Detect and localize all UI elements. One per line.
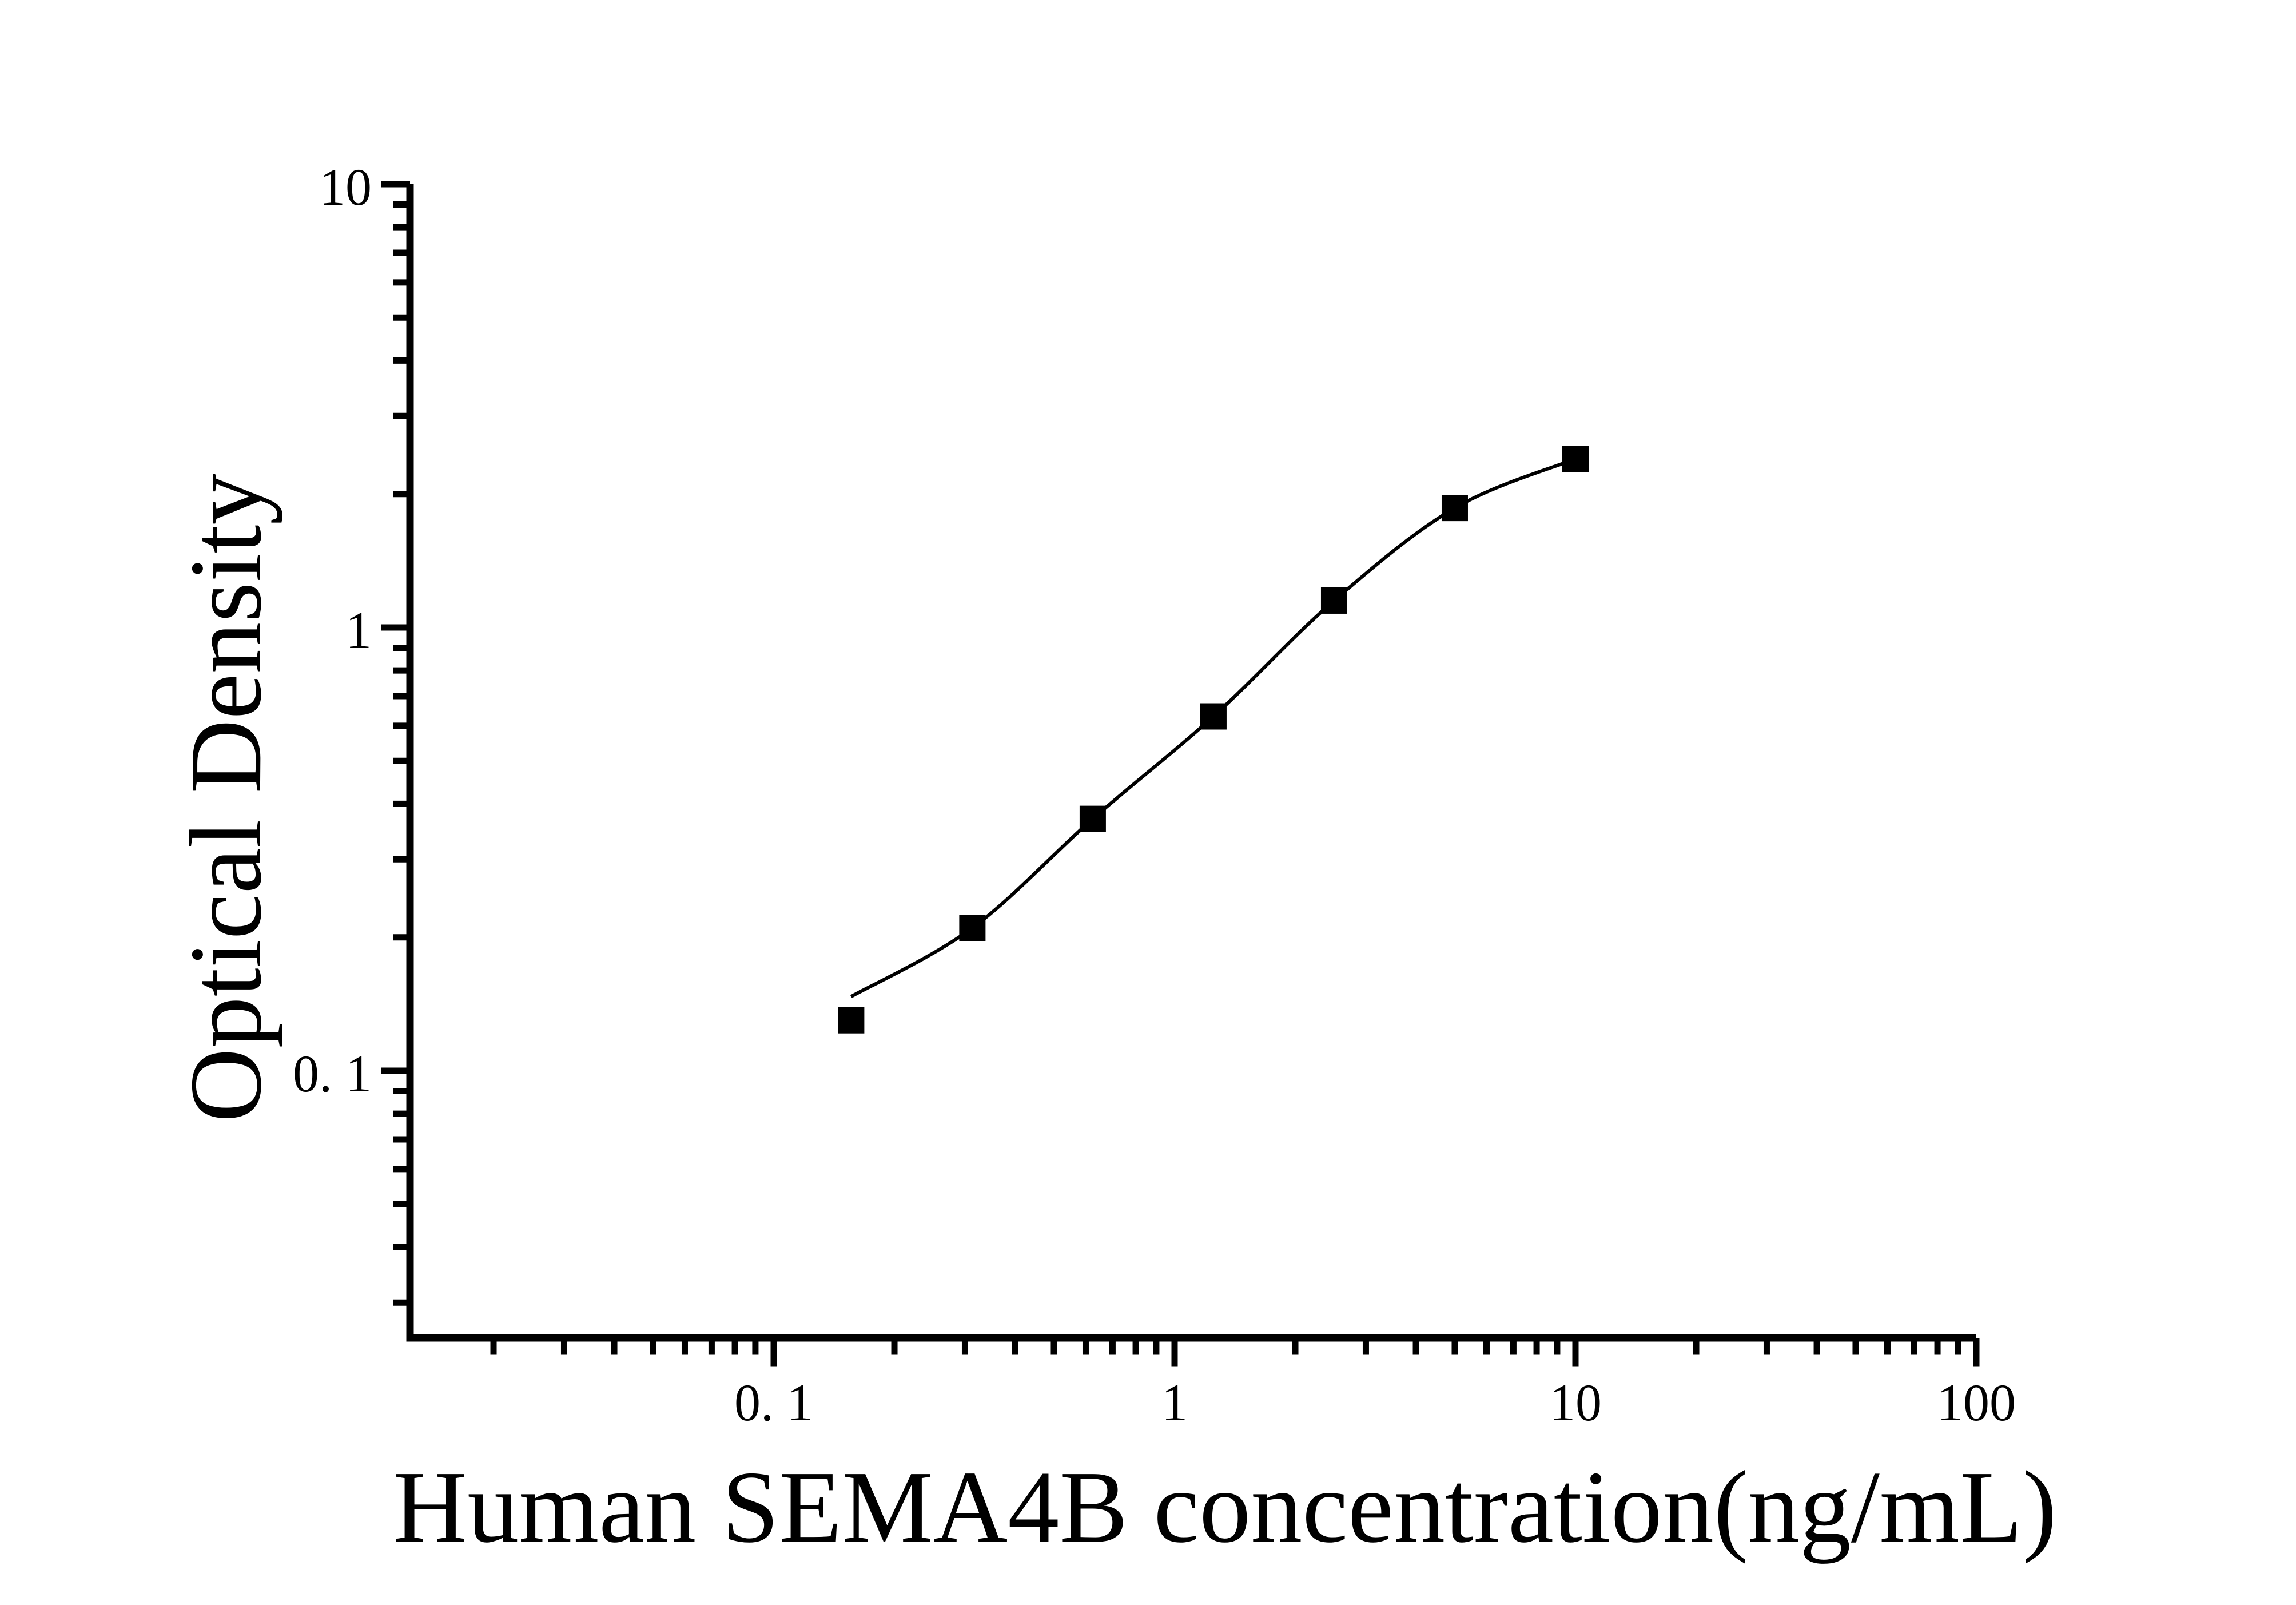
y-axis-title: Optical Density <box>169 474 282 1123</box>
x-axis-ticks <box>490 1338 1980 1367</box>
y-tick-label: 0. 1 <box>293 1044 372 1103</box>
x-tick-label: 100 <box>1937 1373 2016 1432</box>
y-tick-label: 10 <box>319 158 372 216</box>
data-point-square <box>838 1007 865 1034</box>
data-point-square <box>959 915 986 941</box>
data-point-square <box>1320 587 1347 614</box>
y-tick-labels: 10 1 0. 1 <box>293 158 372 1103</box>
y-axis-ticks <box>381 181 410 1306</box>
x-axis-title: Human SEMA4B concentration(ng/mL) <box>393 1450 2056 1564</box>
data-point-square <box>1441 495 1468 522</box>
x-tick-label: 0. 1 <box>734 1373 813 1432</box>
data-point-square <box>1562 446 1589 472</box>
data-point-square <box>1079 805 1106 832</box>
x-tick-label: 10 <box>1549 1373 1602 1432</box>
y-tick-label: 1 <box>345 601 372 660</box>
x-tick-labels: 0. 1 1 10 100 <box>734 1373 2016 1432</box>
x-tick-label: 1 <box>1161 1373 1188 1432</box>
data-series <box>838 446 1589 1034</box>
data-point-square <box>1200 703 1227 730</box>
